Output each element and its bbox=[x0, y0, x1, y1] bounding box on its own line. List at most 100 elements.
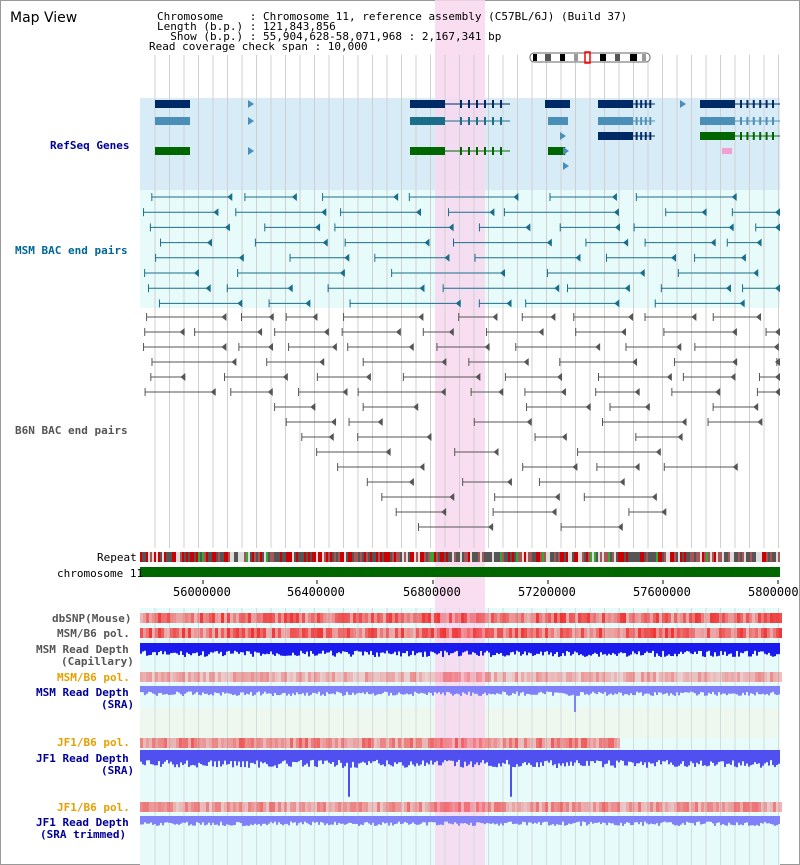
track-label-msm-bac[interactable]: MSM BAC end pairs bbox=[15, 244, 128, 257]
track-label-jf1-b6-pol-1[interactable]: JF1/B6 pol. bbox=[57, 736, 130, 749]
snp-density-cell bbox=[722, 802, 725, 812]
read-depth-bar bbox=[356, 816, 358, 824]
snp-density-cell bbox=[524, 738, 527, 748]
snp-density-cell bbox=[671, 628, 674, 638]
read-depth-bar bbox=[638, 686, 640, 693]
read-depth-bar bbox=[172, 643, 174, 653]
read-depth-bar bbox=[620, 750, 622, 761]
read-depth-bar bbox=[674, 750, 676, 767]
track-label-dbsnp[interactable]: dbSNP(Mouse) bbox=[52, 612, 132, 625]
gene-exon bbox=[476, 100, 478, 108]
read-depth-bar bbox=[372, 816, 374, 823]
read-depth-bar bbox=[390, 643, 392, 655]
read-depth-bar bbox=[348, 750, 350, 797]
snp-density-cell bbox=[512, 628, 515, 638]
read-depth-bar bbox=[144, 816, 146, 823]
snp-density-cell bbox=[146, 613, 149, 623]
snp-density-cell bbox=[383, 802, 386, 812]
read-depth-bar bbox=[548, 686, 550, 692]
snp-density-cell bbox=[395, 802, 398, 812]
read-depth-bar bbox=[498, 750, 500, 764]
snp-density-cell bbox=[275, 613, 278, 623]
snp-density-cell bbox=[311, 628, 314, 638]
b6n-bac-end bbox=[267, 343, 273, 351]
track-label-msm-b6-pol-2[interactable]: MSM/B6 pol. bbox=[57, 671, 130, 684]
track-label-jf1-depth-1[interactable]: JF1 Read Depth bbox=[36, 752, 129, 765]
msm-bac-end bbox=[639, 269, 645, 277]
read-depth-bar bbox=[686, 816, 688, 822]
snp-density-cell bbox=[263, 672, 266, 682]
read-depth-bar bbox=[378, 750, 380, 764]
snp-density-cell bbox=[581, 738, 584, 748]
read-depth-bar bbox=[542, 816, 544, 823]
snp-density-cell bbox=[692, 672, 695, 682]
snp-density-cell bbox=[332, 802, 335, 812]
snp-density-cell bbox=[755, 628, 758, 638]
read-depth-bar bbox=[494, 750, 496, 767]
repeat-element bbox=[192, 552, 194, 562]
snp-density-cell bbox=[626, 628, 629, 638]
read-depth-bar bbox=[398, 643, 400, 652]
gene-exon bbox=[468, 100, 470, 108]
read-depth-bar bbox=[158, 686, 160, 694]
repeat-element bbox=[758, 552, 760, 562]
snp-density-cell bbox=[557, 628, 560, 638]
track-label-b6n-bac[interactable]: B6N BAC end pairs bbox=[15, 424, 128, 437]
snp-density-cell bbox=[344, 613, 347, 623]
track-label-msm-depth-cap-1[interactable]: MSM Read Depth bbox=[36, 643, 129, 656]
read-depth-bar bbox=[446, 686, 448, 692]
snp-density-cell bbox=[476, 613, 479, 623]
snp-density-cell bbox=[254, 628, 257, 638]
read-depth-bar bbox=[238, 686, 240, 696]
snp-density-cell bbox=[161, 802, 164, 812]
repeat-element bbox=[296, 552, 298, 562]
read-depth-bar bbox=[426, 816, 428, 826]
read-depth-bar bbox=[328, 750, 330, 763]
snp-density-cell bbox=[584, 628, 587, 638]
read-depth-bar bbox=[712, 643, 714, 657]
snp-density-cell bbox=[452, 672, 455, 682]
repeat-element bbox=[336, 552, 338, 562]
read-depth-bar bbox=[258, 750, 260, 768]
read-depth-bar bbox=[576, 643, 578, 653]
track-label-msm-depth-sra-1[interactable]: MSM Read Depth bbox=[36, 686, 129, 699]
msm-bac-end bbox=[525, 223, 531, 232]
repeat-element bbox=[584, 552, 586, 562]
read-depth-bar bbox=[344, 643, 346, 652]
track-label-jf1-depth-trim-1[interactable]: JF1 Read Depth bbox=[36, 816, 129, 829]
read-depth-bar bbox=[232, 816, 234, 826]
snp-density-cell bbox=[392, 802, 395, 812]
read-depth-bar bbox=[204, 750, 206, 766]
gene-exon bbox=[410, 117, 445, 125]
snp-density-cell bbox=[335, 672, 338, 682]
track-label-msm-b6-pol-1[interactable]: MSM/B6 pol. bbox=[57, 627, 130, 640]
read-depth-bar bbox=[480, 686, 482, 696]
track-label-repeat[interactable]: Repeat bbox=[97, 551, 137, 564]
read-depth-bar bbox=[762, 816, 764, 824]
snp-density-cell bbox=[452, 628, 455, 638]
repeat-element bbox=[178, 552, 180, 562]
snp-density-cell bbox=[671, 672, 674, 682]
track-label-jf1-b6-pol-2[interactable]: JF1/B6 pol. bbox=[57, 801, 130, 814]
snp-density-cell bbox=[674, 628, 677, 638]
gene-exon bbox=[561, 117, 564, 125]
snp-density-cell bbox=[209, 802, 212, 812]
read-depth-bar bbox=[250, 816, 252, 825]
read-depth-bar bbox=[272, 816, 274, 824]
read-depth-bar bbox=[308, 750, 310, 767]
repeat-element bbox=[712, 552, 714, 562]
repeat-element bbox=[636, 552, 638, 562]
track-label-refseq[interactable]: RefSeq Genes bbox=[50, 139, 130, 152]
snp-density-cell bbox=[311, 802, 314, 812]
snp-density-cell bbox=[665, 672, 668, 682]
snp-density-cell bbox=[209, 672, 212, 682]
read-depth-bar bbox=[254, 816, 256, 824]
read-depth-bar bbox=[696, 643, 698, 654]
read-depth-bar bbox=[502, 643, 504, 656]
read-depth-bar bbox=[628, 816, 630, 823]
snp-density-cell bbox=[770, 802, 773, 812]
read-depth-bar bbox=[412, 686, 414, 696]
snp-density-cell bbox=[509, 613, 512, 623]
read-depth-bar bbox=[262, 686, 264, 694]
read-depth-bar bbox=[300, 686, 302, 695]
